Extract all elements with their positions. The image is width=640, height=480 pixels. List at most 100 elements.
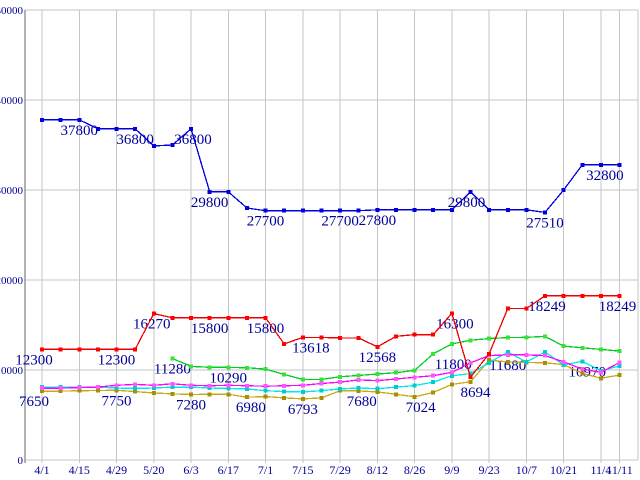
series-line-magenta	[42, 354, 620, 389]
data-point-marker-red	[114, 347, 119, 352]
data-point-marker-magenta	[226, 383, 231, 388]
x-axis-tick-label: 9/23	[478, 463, 499, 477]
data-point-marker-olive	[151, 390, 156, 395]
data-point-marker-magenta	[561, 359, 566, 364]
data-point-marker-olive	[393, 392, 398, 397]
data-point-marker-cyan	[114, 386, 119, 390]
data-point-marker-blue	[226, 189, 231, 194]
data-point-marker-magenta	[58, 386, 63, 391]
data-point-marker-olive	[282, 395, 287, 400]
data-point-marker-red	[151, 311, 156, 316]
data-point-marker-red	[431, 332, 436, 337]
data-point-marker-blue	[95, 126, 100, 131]
data-point-marker-magenta	[412, 375, 417, 380]
data-point-marker-cyan	[412, 383, 417, 388]
y-axis-tick-label: 40000	[0, 95, 24, 107]
data-point-marker-olive	[40, 389, 44, 394]
data-point-marker-blue	[189, 126, 194, 131]
data-point-marker-blue	[393, 207, 398, 212]
data-point-marker-green	[505, 335, 510, 340]
data-label-blue: 27800	[359, 213, 397, 229]
data-label-blue: 29800	[191, 195, 229, 211]
data-label-olive: 7750	[102, 393, 132, 409]
x-axis-tick-label: 8/12	[367, 463, 388, 477]
data-point-marker-cyan	[393, 385, 398, 390]
data-label-red: 12300	[98, 352, 136, 368]
data-point-marker-olive	[114, 388, 119, 393]
x-axis-tick-label: 9/9	[444, 463, 459, 477]
data-point-marker-olive	[133, 389, 138, 394]
data-point-marker-cyan	[133, 386, 138, 391]
series-line-blue	[42, 119, 620, 214]
data-point-marker-cyan	[487, 360, 492, 365]
data-point-marker-olive	[449, 382, 454, 387]
data-label-green: 11800	[435, 357, 472, 373]
data-point-marker-cyan	[375, 386, 380, 391]
data-point-marker-blue	[505, 207, 510, 212]
data-point-marker-cyan	[244, 386, 249, 391]
data-point-marker-red	[189, 315, 194, 320]
x-axis-tick-label: 6/3	[183, 463, 198, 477]
data-point-marker-blue	[356, 208, 361, 213]
data-point-marker-red	[356, 335, 361, 340]
data-point-marker-green	[226, 365, 231, 370]
data-point-marker-magenta	[505, 352, 510, 357]
data-label-blue: 27700	[247, 214, 285, 230]
data-point-marker-red	[319, 335, 324, 340]
data-point-marker-magenta	[338, 380, 343, 385]
data-point-marker-red	[449, 311, 454, 316]
data-point-marker-cyan	[300, 389, 305, 394]
data-point-marker-blue	[282, 208, 287, 213]
data-point-marker-blue	[170, 143, 175, 147]
data-point-marker-magenta	[449, 370, 454, 375]
data-point-marker-blue	[338, 208, 343, 213]
data-point-marker-blue	[207, 189, 212, 194]
data-point-marker-blue	[598, 162, 603, 167]
data-point-marker-cyan	[617, 363, 622, 368]
data-point-marker-green	[300, 377, 305, 382]
data-point-marker-red	[95, 347, 100, 352]
data-point-marker-blue	[412, 207, 417, 212]
data-point-marker-blue	[263, 208, 268, 213]
data-point-marker-magenta	[468, 360, 473, 365]
data-point-marker-red	[617, 293, 622, 298]
data-point-marker-magenta	[189, 383, 194, 388]
data-point-marker-green	[356, 373, 361, 378]
data-point-marker-cyan	[543, 350, 548, 354]
data-label-red: 13618	[292, 340, 330, 356]
x-axis-tick-label: 11/11	[606, 463, 632, 477]
x-axis-tick-label: 5/20	[143, 463, 164, 477]
x-axis-tick-label: 7/29	[329, 463, 350, 477]
series-line-red	[42, 295, 620, 379]
data-point-marker-cyan	[263, 388, 268, 393]
data-point-marker-red	[505, 306, 510, 311]
data-point-marker-red	[468, 375, 473, 380]
data-point-marker-blue	[431, 207, 436, 212]
data-point-marker-olive	[431, 390, 436, 395]
data-point-marker-red	[40, 347, 44, 352]
data-point-marker-red	[170, 315, 175, 320]
data-point-marker-red	[487, 351, 492, 356]
data-point-marker-olive	[487, 358, 492, 363]
data-point-marker-blue	[617, 162, 622, 167]
data-label-olive: 6980	[236, 400, 266, 416]
data-point-marker-red	[282, 341, 287, 346]
data-label-red: 18249	[599, 299, 637, 315]
data-point-marker-red	[300, 335, 305, 340]
data-point-marker-olive	[300, 396, 305, 401]
data-label-green: 11280	[154, 361, 191, 377]
data-point-marker-green	[393, 370, 398, 375]
data-point-marker-green	[487, 336, 492, 341]
data-point-marker-magenta	[77, 385, 82, 390]
data-point-marker-blue	[580, 162, 585, 167]
y-axis-tick-label: 0	[18, 455, 24, 467]
data-point-marker-olive	[468, 379, 473, 384]
data-label-green: 10290	[210, 370, 248, 386]
data-point-marker-olive	[95, 388, 100, 393]
data-label-blue: 37800	[61, 123, 99, 139]
data-point-marker-olive	[412, 394, 417, 399]
data-point-marker-red	[77, 347, 82, 352]
data-point-marker-cyan	[226, 386, 231, 391]
